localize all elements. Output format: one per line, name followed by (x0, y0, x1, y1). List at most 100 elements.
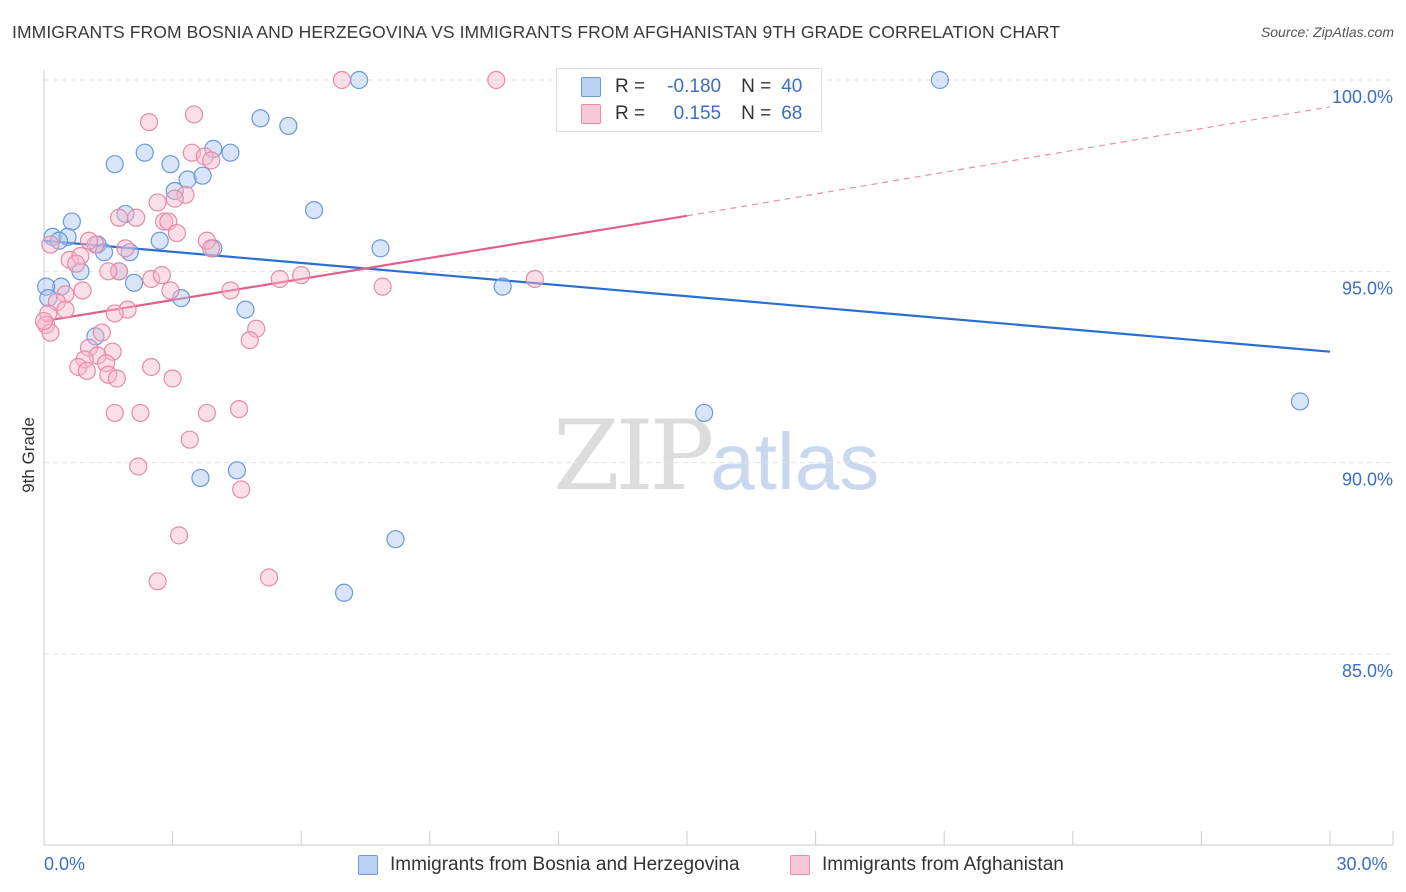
pink-data-point (41, 323, 60, 342)
pink-data-point (77, 361, 96, 380)
pink-data-point (139, 112, 159, 132)
source-credit: Source: ZipAtlas.com (1260, 24, 1394, 40)
blue-data-point (304, 201, 324, 220)
pink-data-point (105, 304, 124, 323)
blue-data-point (124, 273, 144, 292)
legend-r-label-pink: R = (615, 103, 646, 124)
pink-data-point (167, 223, 186, 243)
legend-r-label-blue: R = (615, 76, 646, 97)
blue-data-point (251, 109, 270, 128)
pink-data-point (247, 319, 266, 338)
blue-data-point (1290, 392, 1310, 411)
blue-data-point (221, 143, 240, 162)
y-tick-label: 95.0% (1342, 278, 1393, 298)
blue-data-point (58, 227, 77, 246)
pink-data-point (270, 269, 289, 289)
pink-data-point (73, 281, 92, 300)
pink-data-point (161, 281, 180, 300)
pink-data-point (154, 212, 174, 231)
pink-data-point (148, 572, 167, 591)
pink-data-point (259, 568, 279, 587)
blue-data-point (165, 181, 184, 201)
pink-data-point (99, 262, 118, 281)
chart-title: IMMIGRANTS FROM BOSNIA AND HERZEGOVINA V… (12, 22, 1061, 42)
pink-data-point (79, 231, 99, 250)
blue-data-point (695, 403, 714, 423)
pink-data-point (163, 369, 182, 388)
blue-data-point (49, 231, 69, 250)
data-points (34, 70, 1310, 602)
pink-data-point (332, 70, 352, 90)
legend-row-pink: R = 0.155 N = 68 (581, 103, 802, 125)
blue-data-point (279, 116, 298, 136)
axis-labels: 100.0% 95.0% 90.0% 85.0% 0.0% 30.0% 9th Grade (19, 87, 1393, 874)
x-tick-label: 0.0% (44, 854, 85, 874)
pink-data-point (292, 266, 311, 285)
legend-n-value-pink: 68 (781, 103, 803, 124)
bottom-legend-blue: Immigrants from Bosnia and Herzegovina (358, 854, 740, 876)
stats-legend: R = -0.180 N = 40 R = 0.155 N = 68 (556, 68, 822, 132)
pink-data-point (142, 269, 161, 289)
gridlines (44, 79, 1393, 655)
legend-swatch-pink (581, 104, 601, 124)
pink-data-point (116, 239, 135, 258)
pink-data-point (92, 323, 111, 342)
legend-n-label-blue: N = (741, 76, 772, 97)
bottom-legend-swatch-blue (358, 855, 378, 875)
blue-data-point (193, 166, 212, 185)
pink-trend-line (43, 214, 688, 323)
pink-data-point (56, 300, 75, 319)
y-tick-label: 100.0% (1332, 87, 1393, 107)
blue-data-point (191, 468, 210, 488)
legend-n-value-blue: 40 (781, 76, 803, 97)
pink-data-point (142, 357, 161, 377)
blue-data-point (349, 70, 369, 90)
pink-data-point (184, 105, 204, 124)
pink-data-point (109, 262, 129, 281)
blue-data-point (493, 277, 512, 296)
pink-data-point (105, 403, 124, 423)
pink-data-point (41, 235, 60, 254)
pink-data-point (169, 526, 189, 545)
pink-data-point (129, 457, 148, 476)
pink-data-point (232, 480, 251, 499)
y-tick-label: 90.0% (1342, 470, 1393, 490)
pink-data-point (487, 70, 506, 90)
legend-r-value-pink: 0.155 (673, 103, 722, 124)
legend-n-label-pink: N = (741, 103, 772, 124)
blue-data-point (161, 155, 180, 174)
pink-data-point (202, 239, 221, 258)
pink-data-point (202, 151, 221, 170)
bottom-legend-swatch-pink (790, 855, 810, 875)
pink-trend-line-extension (686, 106, 1331, 217)
pink-data-point (107, 369, 126, 388)
legend-r-value-blue: -0.180 (667, 76, 722, 97)
blue-data-point (39, 289, 58, 308)
blue-data-point (227, 461, 246, 480)
pink-data-point (67, 254, 86, 273)
blue-data-point (62, 212, 81, 231)
blue-data-point (334, 583, 354, 602)
pink-data-point (525, 269, 544, 289)
pink-data-point (180, 430, 199, 449)
pink-data-point (131, 403, 150, 423)
blue-data-point (930, 70, 950, 90)
pink-data-point (152, 266, 171, 285)
blue-data-point (371, 239, 390, 258)
ticks (43, 831, 1394, 845)
y-axis-label: 9th Grade (19, 417, 38, 493)
pink-data-point (69, 357, 88, 377)
blue-data-point (386, 530, 405, 549)
pink-data-point (240, 331, 259, 350)
pink-data-point (127, 208, 146, 227)
bottom-legend-pink: Immigrants from Afghanistan (790, 854, 1064, 876)
axes (43, 70, 1393, 846)
pink-data-point (99, 365, 118, 384)
pink-data-point (103, 342, 122, 361)
blue-data-point (236, 300, 255, 319)
pink-data-point (97, 354, 116, 373)
legend-swatch-blue (581, 77, 601, 97)
blue-data-point (105, 155, 124, 174)
trend-lines (43, 106, 1331, 353)
